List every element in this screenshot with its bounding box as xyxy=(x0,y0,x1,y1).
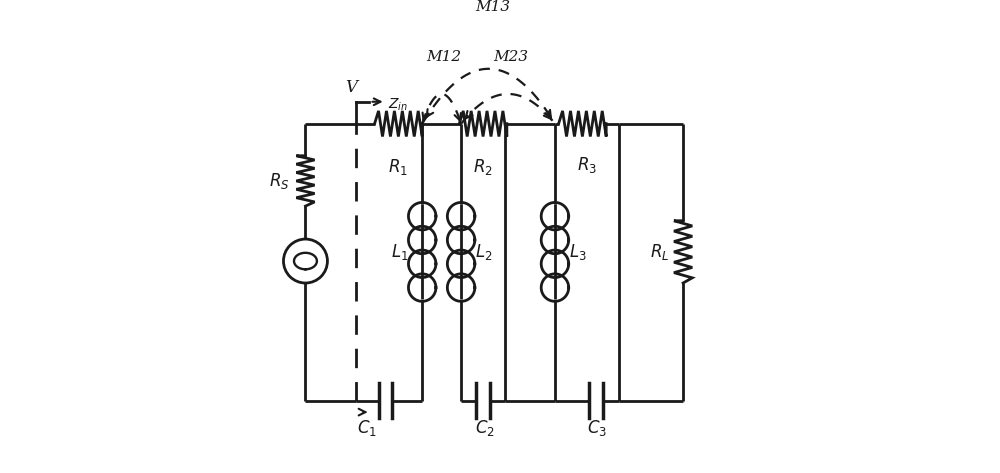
Text: $R_1$: $R_1$ xyxy=(388,157,408,177)
Text: $C_3$: $C_3$ xyxy=(587,418,608,438)
Text: $R_2$: $R_2$ xyxy=(473,157,493,177)
Text: $L_3$: $L_3$ xyxy=(569,242,587,262)
Text: $L_2$: $L_2$ xyxy=(475,242,493,262)
Text: $R_3$: $R_3$ xyxy=(577,155,597,175)
Text: M12: M12 xyxy=(426,50,461,64)
Text: $C_2$: $C_2$ xyxy=(475,418,494,438)
Text: M13: M13 xyxy=(476,0,511,14)
Text: $Z_{in}$: $Z_{in}$ xyxy=(388,96,408,113)
Text: $C_1$: $C_1$ xyxy=(357,418,377,438)
Text: $R_L$: $R_L$ xyxy=(650,242,669,262)
Text: $L_1$: $L_1$ xyxy=(391,242,409,262)
Text: M23: M23 xyxy=(493,50,528,64)
Text: $R_S$: $R_S$ xyxy=(269,171,289,191)
Text: V: V xyxy=(345,79,357,96)
